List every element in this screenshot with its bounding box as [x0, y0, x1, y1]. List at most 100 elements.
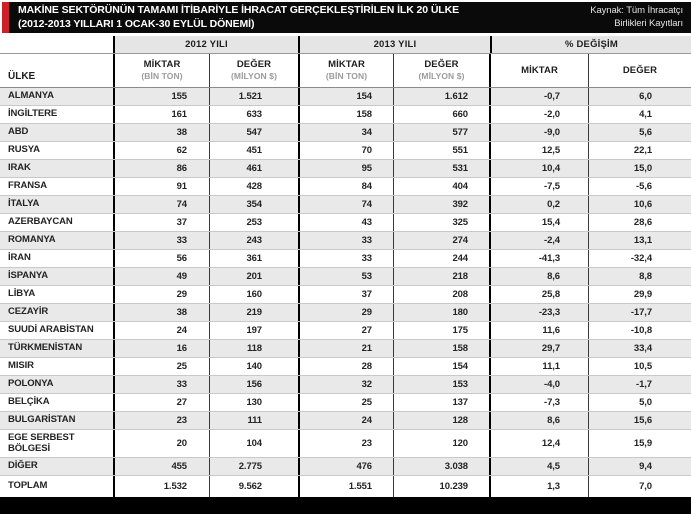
value-cell: 120: [393, 430, 489, 457]
column-header-2012-miktar: MİKTAR (BİN TON): [113, 54, 209, 87]
country-cell: POLONYA: [8, 378, 54, 390]
value-cell: 20: [113, 430, 209, 457]
group-header-2012: 2012 YILI: [113, 36, 298, 53]
country-cell: FRANSA: [8, 180, 47, 192]
value-cell: 5,0: [588, 394, 691, 411]
table-row: DİĞER 455 2.775 476 3.038 4,5 9,4: [0, 458, 691, 476]
value-cell: 33: [113, 232, 209, 249]
value-cell: 1.532: [113, 476, 209, 497]
value-cell: 38: [113, 124, 209, 141]
value-cell: 180: [393, 304, 489, 321]
value-cell: 6,0: [588, 88, 691, 105]
column-header-change-deger: DEĞER: [588, 54, 691, 87]
value-cell: 24: [113, 322, 209, 339]
value-cell: 25: [298, 394, 393, 411]
value-cell: 130: [209, 394, 298, 411]
value-cell: 4,5: [489, 458, 588, 475]
country-cell: RUSYA: [8, 144, 40, 156]
value-cell: 16: [113, 340, 209, 357]
value-cell: 15,0: [588, 160, 691, 177]
value-cell: 219: [209, 304, 298, 321]
country-cell: İTALYA: [8, 198, 40, 210]
country-cell: CEZAYİR: [8, 306, 49, 318]
value-cell: 91: [113, 178, 209, 195]
value-cell: 28: [298, 358, 393, 375]
column-header-label: DEĞER: [622, 64, 658, 76]
value-cell: 161: [113, 106, 209, 123]
value-cell: 633: [209, 106, 298, 123]
value-cell: 15,9: [588, 430, 691, 457]
country-cell: TOPLAM: [8, 480, 48, 492]
value-cell: 21: [298, 340, 393, 357]
country-cell: ROMANYA: [8, 234, 56, 246]
country-cell: IRAK: [8, 162, 31, 174]
value-cell: 8,8: [588, 268, 691, 285]
value-cell: 4,1: [588, 106, 691, 123]
value-cell: 244: [393, 250, 489, 267]
value-cell: 137: [393, 394, 489, 411]
value-cell: 243: [209, 232, 298, 249]
value-cell: 33: [298, 232, 393, 249]
column-header-unit: (MİLYON $): [418, 71, 465, 82]
value-cell: 33: [113, 376, 209, 393]
value-cell: 111: [209, 412, 298, 429]
value-cell: 1.521: [209, 88, 298, 105]
column-header-label: MİKTAR: [328, 59, 365, 71]
value-cell: 208: [393, 286, 489, 303]
value-cell: 74: [113, 196, 209, 213]
value-cell: 218: [393, 268, 489, 285]
column-header-label: MİKTAR: [521, 64, 558, 76]
value-cell: -32,4: [588, 250, 691, 267]
value-cell: 392: [393, 196, 489, 213]
table-row: RUSYA 62 451 70 551 12,5 22,1: [0, 142, 691, 160]
value-cell: -10,8: [588, 322, 691, 339]
value-cell: 175: [393, 322, 489, 339]
value-cell: 28,6: [588, 214, 691, 231]
value-cell: 25,8: [489, 286, 588, 303]
table-row: IRAK 86 461 95 531 10,4 15,0: [0, 160, 691, 178]
value-cell: 37: [113, 214, 209, 231]
value-cell: 428: [209, 178, 298, 195]
country-cell: İNGİLTERE: [8, 108, 58, 120]
value-cell: 86: [113, 160, 209, 177]
column-header-2013-miktar: MİKTAR (BİN TON): [298, 54, 393, 87]
table-row: TOPLAM 1.532 9.562 1.551 10.239 1,3 7,0: [0, 476, 691, 497]
table-row: SUUDİ ARABİSTAN 24 197 27 175 11,6 -10,8: [0, 322, 691, 340]
report-title-line2: (2012-2013 YILLARI 1 OCAK-30 EYLÜL DÖNEM…: [18, 17, 255, 30]
value-cell: 118: [209, 340, 298, 357]
value-cell: -1,7: [588, 376, 691, 393]
report-title-line1: MAKİNE SEKTÖRÜNÜN TAMAMI İTİBARİYLE İHRA…: [18, 3, 459, 16]
value-cell: 8,6: [489, 268, 588, 285]
value-cell: 158: [393, 340, 489, 357]
value-cell: 461: [209, 160, 298, 177]
value-cell: 23: [113, 412, 209, 429]
value-cell: 74: [298, 196, 393, 213]
country-cell: LİBYA: [8, 288, 36, 300]
value-cell: 274: [393, 232, 489, 249]
value-cell: 476: [298, 458, 393, 475]
value-cell: 13,1: [588, 232, 691, 249]
value-cell: 56: [113, 250, 209, 267]
value-cell: 12,4: [489, 430, 588, 457]
value-cell: 2.775: [209, 458, 298, 475]
value-cell: 154: [393, 358, 489, 375]
value-cell: 29,7: [489, 340, 588, 357]
table-row: BULGARİSTAN 23 111 24 128 8,6 15,6: [0, 412, 691, 430]
table-body: ALMANYA 155 1.521 154 1.612 -0,7 6,0 İNGİLTERE 1…: [0, 88, 691, 497]
value-cell: 10.239: [393, 476, 489, 497]
value-cell: 27: [113, 394, 209, 411]
table-row: FRANSA 91 428 84 404 -7,5 -5,6: [0, 178, 691, 196]
report-title: MAKİNE SEKTÖRÜNÜN TAMAMI İTİBARİYLE İHRA…: [18, 4, 459, 31]
value-cell: 22,1: [588, 142, 691, 159]
value-cell: 1,3: [489, 476, 588, 497]
column-header-unit: (MİLYON $): [230, 71, 278, 82]
value-cell: 33,4: [588, 340, 691, 357]
value-cell: -17,7: [588, 304, 691, 321]
value-cell: 660: [393, 106, 489, 123]
table-row: İNGİLTERE 161 633 158 660 -2,0 4,1: [0, 106, 691, 124]
table-row: LİBYA 29 160 37 208 25,8 29,9: [0, 286, 691, 304]
value-cell: 253: [209, 214, 298, 231]
country-cell: AZERBAYCAN: [8, 216, 73, 228]
value-cell: 49: [113, 268, 209, 285]
